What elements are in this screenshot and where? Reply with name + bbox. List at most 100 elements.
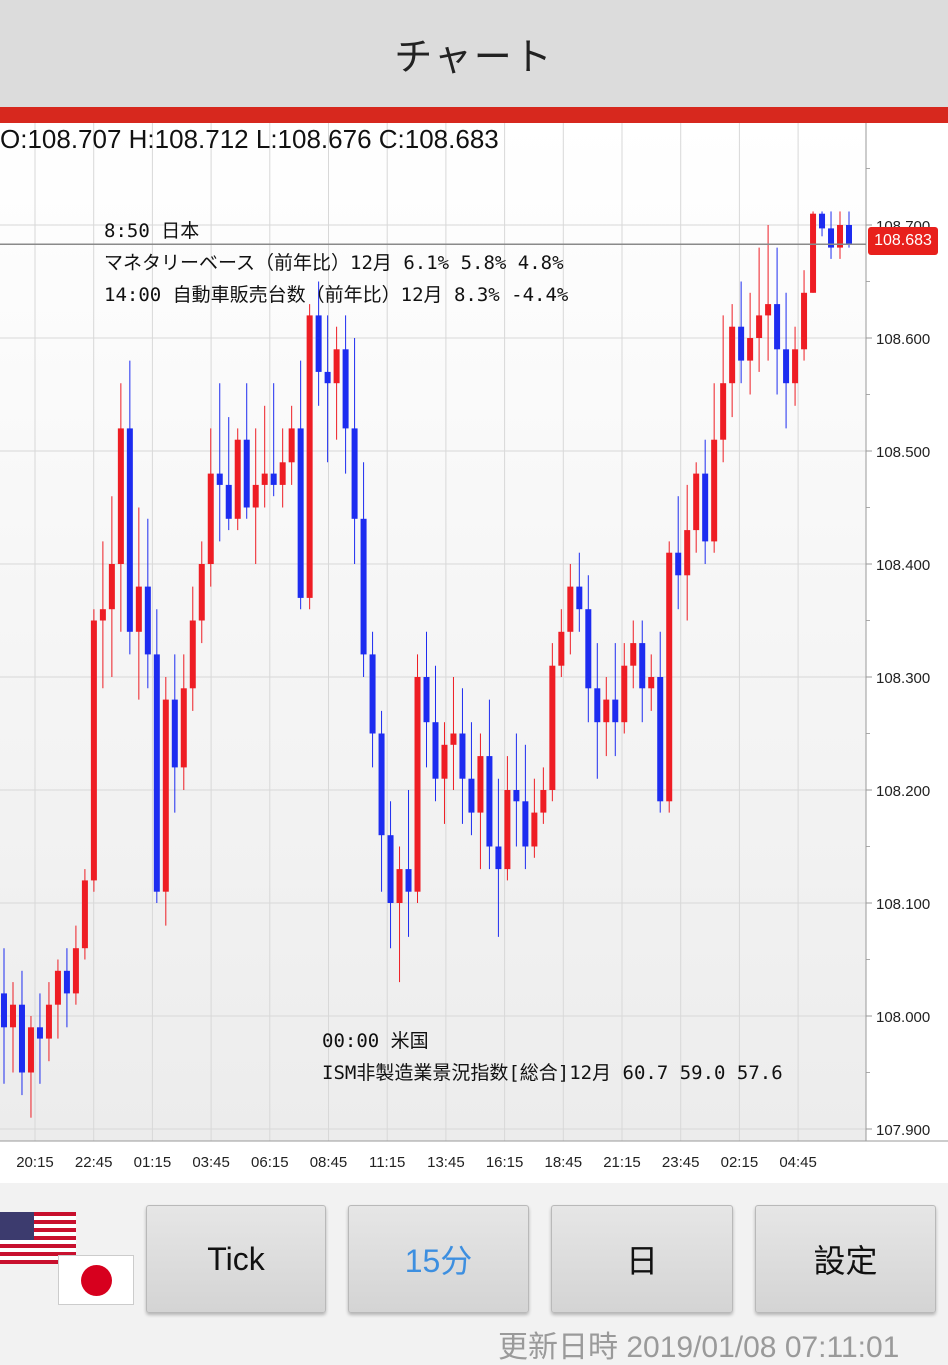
candle-body [288,428,295,463]
candle-body [315,315,322,372]
candle-body [432,722,439,779]
candle-body [153,654,160,892]
candle-body [702,473,709,542]
jp-event-annotation: 8:50 日本 マネタリーベース（前年比）12月 6.1% 5.8% 4.8% … [104,215,568,311]
candle-body [720,383,727,440]
jp-flag-disc [81,1265,112,1296]
candle-body [558,631,565,666]
app-header: チャート [0,0,948,107]
candle-body [54,970,61,1005]
candle-body [297,428,304,598]
candle-body [837,225,844,248]
candle-body [504,790,511,870]
y-tick-label: 108.600 [876,331,930,348]
y-tick-label: 108.100 [876,896,930,913]
candle-body [378,733,385,836]
candle-body [828,228,835,248]
x-tick-label: 04:45 [779,1154,817,1171]
candle-body [810,213,817,293]
us-event-line-1: ISM非製造業景況指数[総合]12月 60.7 59.0 57.6 [322,1062,783,1084]
x-tick-label: 01:15 [134,1154,172,1171]
candle-body [369,654,376,734]
candle-body [765,304,772,316]
x-tick-label: 06:15 [251,1154,289,1171]
candle-body [414,677,421,892]
candle-body [423,677,430,723]
candle-body [126,428,133,632]
candle-body [117,428,124,564]
header-accent-bar [0,107,948,123]
candle-body [396,869,403,903]
candle-body [135,586,142,632]
candle-body [486,756,493,847]
candle-body [684,530,691,576]
candle-body [243,439,250,508]
settings-button[interactable]: 設定 [755,1205,936,1313]
candle-body [306,315,313,598]
day-button[interactable]: 日 [551,1205,733,1313]
x-tick-label: 18:45 [545,1154,583,1171]
candle-body [711,439,718,542]
candle-body [387,835,394,903]
candle-body [63,970,70,994]
candle-body [144,586,151,655]
candle-body [693,473,700,531]
candle-body [612,699,619,723]
candle-body [540,790,547,813]
page-title: チャート [394,35,554,79]
candle-body [189,620,196,689]
candle-body [585,609,592,689]
x-tick-label: 21:15 [603,1154,641,1171]
candle-body [729,326,736,384]
candle-body [225,484,232,519]
candle-body [531,812,538,847]
candle-body [324,371,331,384]
candle-body [198,564,205,621]
y-tick-label: 107.900 [876,1122,930,1139]
ohlc-readout: O:108.707 H:108.712 L:108.676 C:108.683 [0,124,499,154]
updated-timestamp: 更新日時 2019/01/08 07:11:01 [498,1331,900,1364]
jp-event-time: 8:50 日本 [104,220,200,242]
candle-body [405,869,412,892]
candle-body [261,473,268,485]
tick-button[interactable]: Tick [146,1205,326,1313]
x-tick-label: 03:45 [192,1154,230,1171]
chart-area[interactable]: 20:15 22:45 01:15 03:45 06:15 08:45 11:15 13:45… [0,123,948,1183]
jp-flag-icon[interactable] [58,1255,134,1305]
candle-body [216,473,223,485]
15min-button[interactable]: 15分 [348,1205,529,1313]
candle-body [333,349,340,384]
candle-body [18,1004,25,1073]
candle-body [279,462,286,485]
candle-body [783,349,790,384]
x-tick-label: 11:15 [369,1154,405,1171]
candlestick-chart[interactable]: 20:15 22:45 01:15 03:45 06:15 08:45 11:15 13:45… [0,123,948,1183]
candle-body [603,699,610,723]
candle-body [756,315,763,338]
y-tick-label: 108.400 [876,557,930,574]
candle-body [468,778,475,813]
candle-body [792,349,799,384]
plot-background [0,123,866,1141]
jp-event-line-2: 14:00 自動車販売台数（前年比）12月 8.3% -4.4% [104,284,569,306]
candle-body [180,688,187,768]
candle-body [747,338,754,361]
us-event-time: 00:00 米国 [322,1030,429,1052]
candle-body [450,733,457,745]
candle-body [9,1004,16,1028]
y-tick-label: 108.300 [876,670,930,687]
candle-body [441,744,448,779]
x-tick-label: 02:15 [721,1154,759,1171]
us-event-annotation: 00:00 米国 ISM非製造業景況指数[総合]12月 60.7 59.0 57… [322,1025,783,1089]
candle-body [72,948,79,994]
x-tick-label: 13:45 [427,1154,465,1171]
candle-body [234,439,241,519]
candle-body [819,213,826,229]
candle-body [801,292,808,350]
candle-body [666,552,673,802]
candle-body [1,993,7,1028]
candle-body [99,609,106,621]
candle-body [171,699,178,768]
candle-body [81,880,88,949]
y-tick-label: 108.200 [876,783,930,800]
